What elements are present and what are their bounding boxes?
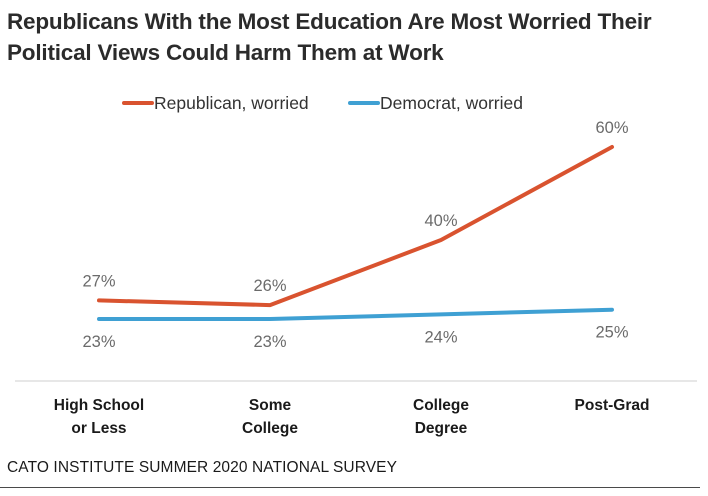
data-label-0-0: 27% — [82, 272, 115, 290]
x-tick-label-3-0: Post-Grad — [575, 397, 650, 414]
data-label-0-2: 40% — [424, 212, 457, 230]
legend-label-0: Republican, worried — [154, 93, 309, 113]
x-tick-label-1-1: College — [242, 420, 298, 437]
chart-title-line-2: Political Views Could Harm Them at Work — [7, 40, 444, 65]
x-tick-label-1-0: Some — [249, 397, 292, 414]
chart-title: Republicans With the Most Education Are … — [7, 6, 702, 68]
x-tick-label-2-1: Degree — [415, 420, 468, 437]
data-label-0-3: 60% — [595, 119, 628, 137]
x-tick-label-0-1: or Less — [71, 420, 126, 437]
legend-label-1: Democrat, worried — [380, 93, 523, 113]
x-tick-label-2-0: College — [413, 397, 469, 414]
chart-title-line-1: Republicans With the Most Education Are … — [7, 9, 652, 34]
source-note: CATO INSTITUTE SUMMER 2020 NATIONAL SURV… — [7, 459, 398, 476]
series-line-1 — [97, 307, 614, 321]
data-label-1-1: 23% — [253, 333, 286, 351]
x-tick-label-0-0: High School — [54, 397, 144, 414]
data-label-1-3: 25% — [595, 324, 628, 342]
data-label-1-0: 23% — [82, 333, 115, 351]
data-label-0-1: 26% — [253, 277, 286, 295]
series-line-0 — [97, 145, 614, 308]
data-label-1-2: 24% — [424, 328, 457, 346]
bottom-divider — [0, 487, 700, 488]
